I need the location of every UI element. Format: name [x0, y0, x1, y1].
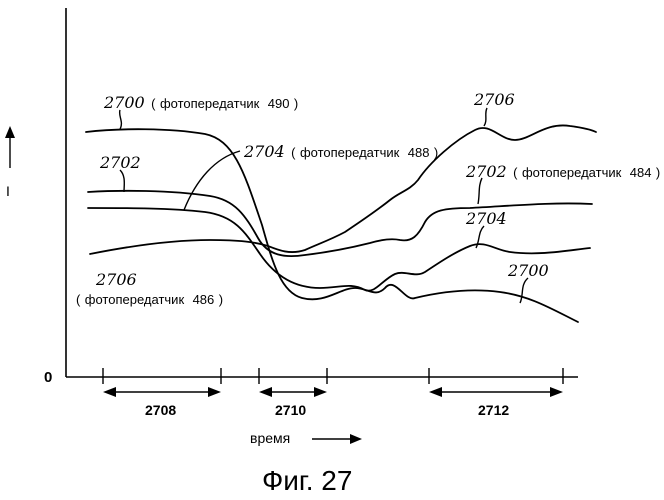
leader-2700: [520, 278, 528, 303]
label-2702-open-paren: (: [513, 165, 518, 180]
label-2704-open-paren: (: [291, 145, 296, 160]
interval-2710-right-arrowhead: [314, 387, 327, 397]
interval-2712-left-arrowhead: [429, 387, 442, 397]
label-2706-left: ( фотопередатчик 486 ): [76, 291, 223, 308]
label-2702-close-paren: ): [656, 165, 660, 180]
label-2700-top: 2700 ( фотопередатчик 490 ): [103, 93, 298, 112]
interval-2710-left-arrowhead: [259, 387, 272, 397]
interval-2710: 2710: [259, 387, 327, 418]
interval-2712-right-arrowhead: [550, 387, 563, 397]
interval-2708-label: 2708: [145, 402, 176, 418]
figure-caption: Фиг. 27: [262, 465, 352, 496]
leader-2702-right: [478, 178, 482, 204]
label-2706-left-ref: 2706: [95, 270, 137, 289]
label-2706-top: 2706: [473, 90, 515, 109]
label-2700-text: фотопередатчик: [160, 96, 260, 111]
label-2706-close-paren: ): [219, 292, 223, 307]
label-2704-ref: 2704: [243, 142, 285, 161]
label-2702-text: фотопередатчик: [522, 165, 622, 180]
interval-2712: 2712: [429, 387, 563, 418]
label-2704-num: 488: [408, 145, 430, 160]
label-2704-text: фотопередатчик: [300, 145, 400, 160]
leader-2700-top: [120, 110, 122, 129]
leader-2702: [120, 170, 124, 192]
label-2702-right: 2702 ( фотопередатчик 484 ): [465, 162, 660, 181]
x-axis-label: время: [250, 430, 290, 446]
interval-2708-left-arrowhead: [103, 387, 116, 397]
x-axis-arrowhead: [350, 434, 362, 444]
label-2700-close-paren: ): [294, 96, 298, 111]
label-2702-num: 484: [630, 165, 652, 180]
label-2706-open-paren: (: [76, 292, 81, 307]
label-2700-open-paren: (: [151, 96, 156, 111]
interval-2710-label: 2710: [275, 402, 306, 418]
curve-2702: [88, 191, 592, 256]
label-2704-top: 2704 ( фотопередатчик 488 ): [243, 142, 438, 161]
label-2706-text: фотопередатчик: [85, 292, 185, 307]
label-2706-num: 486: [193, 292, 215, 307]
interval-2708: 2708: [103, 387, 221, 418]
y-axis-arrowhead: [5, 126, 15, 138]
leader-2706-top: [484, 108, 487, 126]
label-2702-left: 2702: [99, 153, 141, 172]
interval-2712-label: 2712: [478, 402, 509, 418]
y-axis-label: I: [6, 183, 10, 199]
label-2700-num: 490: [268, 96, 290, 111]
label-2700-ref: 2700: [103, 93, 145, 112]
y-zero-label: 0: [44, 369, 52, 386]
label-2704-right: 2704: [465, 209, 507, 228]
leader-2704: [184, 151, 240, 210]
interval-2708-right-arrowhead: [208, 387, 221, 397]
label-2704-close-paren: ): [434, 145, 438, 160]
label-2702-ref: 2702: [465, 162, 507, 181]
label-2700-right: 2700: [507, 261, 549, 280]
